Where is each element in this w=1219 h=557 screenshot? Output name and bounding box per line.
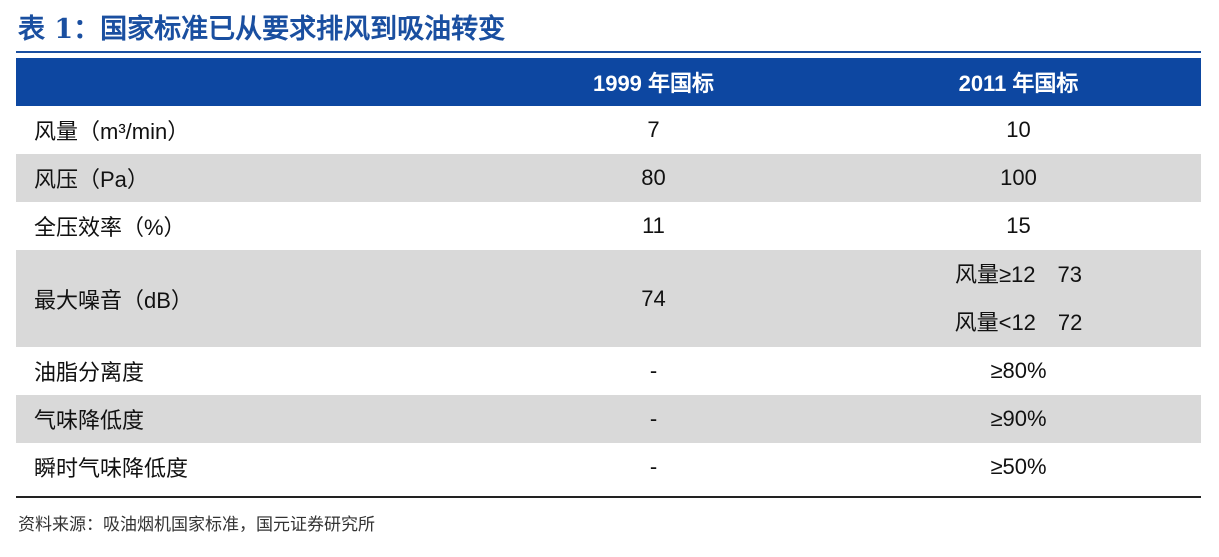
table-row: 瞬时气味降低度 - ≥50% xyxy=(16,443,1201,491)
value-1999: 7 xyxy=(647,117,660,142)
row-label: 全压效率（%） xyxy=(34,215,186,240)
row-label: 风压（Pa） xyxy=(16,154,471,202)
standards-table: 1999 年国标 2011 年国标 风量（m³/min） 7 10 风压（Pa）… xyxy=(16,58,1201,491)
header-2011: 2011 年国标 xyxy=(836,58,1201,106)
value-1999: - xyxy=(649,454,658,479)
table-title: 表 1：国家标准已从要求排风到吸油转变 xyxy=(18,14,506,45)
header-1999: 1999 年国标 xyxy=(471,58,836,106)
value-2011: 10 xyxy=(1006,117,1031,142)
value-2011: ≥90% xyxy=(836,395,1201,443)
table-row: 全压效率（%） 11 15 xyxy=(16,202,1201,250)
value-2011-line: 风量≥12 73 xyxy=(954,261,1083,287)
value-2011: 100 xyxy=(836,154,1201,202)
value-2011: 风量≥12 73 风量<12 72 xyxy=(836,250,1201,347)
source-note: 资料来源：吸油烟机国家标准，国元证券研究所 xyxy=(18,515,375,535)
table-row: 油脂分离度 - ≥80% xyxy=(16,347,1201,395)
value-2011: ≥50% xyxy=(990,454,1047,479)
table-row: 气味降低度 - ≥90% xyxy=(16,395,1201,443)
row-label: 风量（m³/min） xyxy=(34,119,190,144)
row-label: 最大噪音（dB） xyxy=(16,250,471,347)
value-1999: 80 xyxy=(471,154,836,202)
value-1999: - xyxy=(471,395,836,443)
row-label: 瞬时气味降低度 xyxy=(34,456,189,481)
table-row: 风压（Pa） 80 100 xyxy=(16,154,1201,202)
value-1999: 11 xyxy=(642,213,665,238)
value-1999: 74 xyxy=(471,250,836,347)
header-label-cell xyxy=(16,58,471,106)
value-2011-line: 风量<12 72 xyxy=(954,309,1083,335)
value-1999: - xyxy=(649,358,658,383)
title-rule xyxy=(16,51,1201,53)
row-label: 油脂分离度 xyxy=(34,360,145,385)
table-row: 风量（m³/min） 7 10 xyxy=(16,106,1201,154)
row-label: 气味降低度 xyxy=(16,395,471,443)
table-row: 最大噪音（dB） 74 风量≥12 73 风量<12 72 xyxy=(16,250,1201,347)
value-2011: ≥80% xyxy=(990,358,1047,383)
table-bottom-rule xyxy=(16,496,1201,498)
table-header-row: 1999 年国标 2011 年国标 xyxy=(16,58,1201,106)
value-2011: 15 xyxy=(1006,213,1031,238)
